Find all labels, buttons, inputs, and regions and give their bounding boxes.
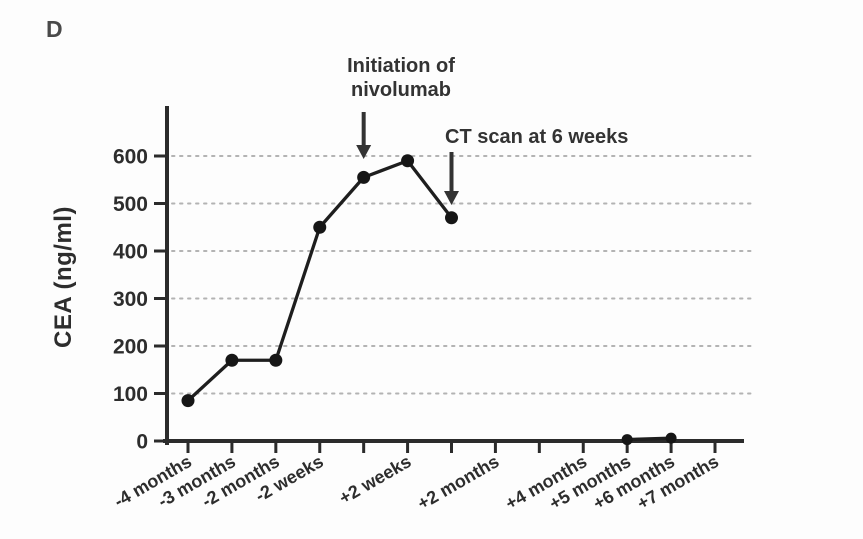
data-point-slot-4 [357,170,371,184]
panel-label: D [46,16,63,42]
annotation-arrowhead-0 [356,145,372,159]
data-point-slot-1 [225,353,239,367]
x-tick-label-5: +2 weeks [336,451,415,508]
data-line-1 [627,436,672,442]
data-point-slot-11 [665,432,677,444]
annotation-ct-scan: CT scan at 6 weeks [445,126,629,148]
data-point-slot-2 [269,353,283,367]
y-tick-label-500: 500 [113,193,148,216]
data-point-slot-0 [181,394,195,408]
data-point-slot-5 [401,154,415,168]
y-tick-label-0: 0 [136,431,148,454]
data-point-slot-6 [445,211,458,225]
y-tick-label-400: 400 [113,241,148,264]
y-tick-label-300: 300 [113,288,148,311]
y-tick-label-200: 200 [113,336,148,359]
data-point-slot-10 [621,434,633,446]
annotation-arrowhead-1 [444,191,459,205]
annotation-initiation-nivolumab: Initiation of nivolumab [347,55,455,101]
data-point-slot-3 [313,220,327,234]
x-tick-label-7: +2 months [414,451,502,514]
y-tick-label-600: 600 [113,146,148,169]
y-tick-label-100: 100 [113,383,148,406]
